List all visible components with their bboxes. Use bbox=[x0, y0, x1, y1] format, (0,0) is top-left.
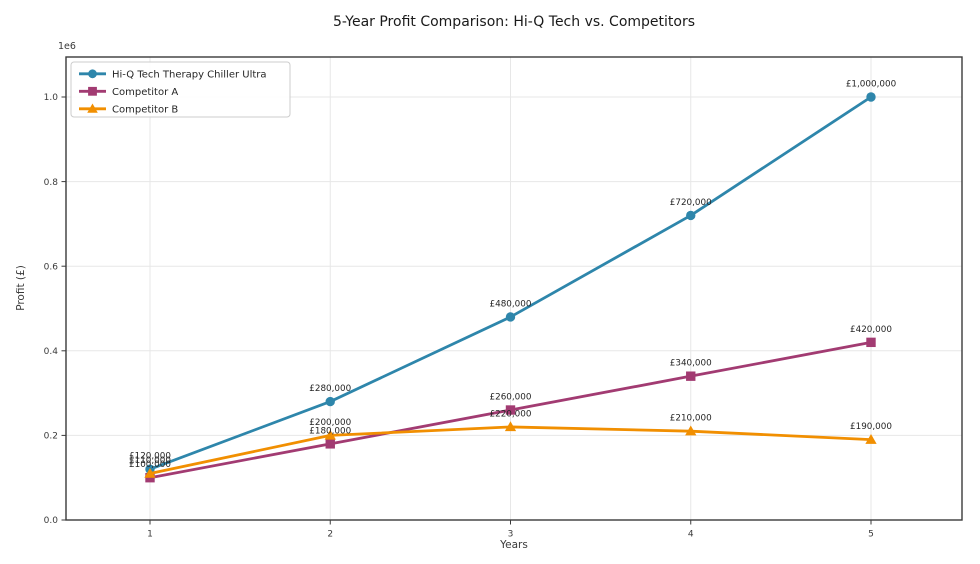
data-label: £200,000 bbox=[309, 418, 351, 428]
square-marker bbox=[505, 405, 516, 415]
x-tick-label: 5 bbox=[868, 530, 874, 540]
triangle-marker bbox=[865, 433, 877, 444]
x-tick-label: 1 bbox=[147, 530, 153, 540]
square-marker bbox=[325, 439, 335, 449]
circle-marker bbox=[866, 92, 876, 102]
data-label: £100,000 bbox=[129, 460, 171, 470]
legend-item-competitor-a: Competitor A bbox=[79, 86, 178, 98]
triangle-marker bbox=[685, 425, 697, 436]
data-label: £220,000 bbox=[490, 409, 532, 419]
legend-item-competitor-b: Competitor B bbox=[79, 103, 178, 115]
triangle-icon bbox=[87, 103, 98, 113]
circle-icon bbox=[88, 69, 97, 79]
x-tick-label: 3 bbox=[508, 530, 514, 540]
circle-marker bbox=[325, 396, 335, 407]
legend-label: Competitor B bbox=[112, 104, 178, 115]
y-tick-label: 0.6 bbox=[44, 262, 59, 272]
data-label: £1,000,000 bbox=[846, 80, 897, 90]
legend: Hi-Q Tech Therapy Chiller Ultra Competito… bbox=[70, 61, 291, 118]
data-label: £280,000 bbox=[309, 384, 351, 394]
y-axis-offset-label: 1e6 bbox=[58, 41, 76, 52]
legend-label: Hi-Q Tech Therapy Chiller Ultra bbox=[112, 69, 267, 80]
circle-marker bbox=[686, 210, 696, 221]
legend-label: Competitor A bbox=[112, 87, 178, 98]
data-label: £340,000 bbox=[670, 359, 712, 369]
data-label: £180,000 bbox=[309, 426, 351, 436]
data-labels: £120,000 £280,000 £480,000 £720,000 £1,000,0… bbox=[129, 80, 897, 471]
y-tick-label: 0.0 bbox=[44, 516, 59, 526]
x-tick-label: 4 bbox=[688, 530, 694, 540]
square-icon bbox=[88, 86, 97, 96]
series-competitor-b bbox=[144, 421, 877, 478]
y-tick-label: 0.2 bbox=[44, 432, 58, 442]
data-label: £190,000 bbox=[850, 422, 892, 432]
square-marker bbox=[866, 337, 876, 348]
data-label: £720,000 bbox=[670, 198, 712, 208]
data-label: £260,000 bbox=[490, 393, 532, 403]
triangle-marker bbox=[144, 467, 156, 478]
square-marker bbox=[686, 371, 696, 381]
x-axis-label: Years bbox=[500, 539, 528, 551]
data-label: £120,000 bbox=[129, 452, 171, 462]
axis-ticks: 0.0 0.2 0.4 0.6 0.8 1.0 1 2 3 4 5 bbox=[44, 93, 874, 539]
data-label: £480,000 bbox=[490, 299, 532, 309]
y-tick-label: 0.4 bbox=[44, 347, 59, 357]
chart-title: 5-Year Profit Comparison: Hi-Q Tech vs. … bbox=[332, 14, 696, 30]
plot-border bbox=[65, 56, 963, 521]
triangle-marker bbox=[504, 421, 517, 432]
circle-marker bbox=[505, 312, 516, 322]
data-label: £420,000 bbox=[850, 325, 892, 335]
legend-box bbox=[70, 61, 291, 118]
data-label: £210,000 bbox=[670, 414, 712, 424]
data-label: £110,000 bbox=[129, 456, 171, 466]
y-tick-label: 1.0 bbox=[44, 93, 59, 103]
x-tick-label: 2 bbox=[327, 530, 333, 540]
triangle-marker bbox=[324, 429, 336, 440]
y-tick-label: 0.8 bbox=[44, 178, 59, 188]
legend-item-hi-q-tech-therapy-chiller-ultra: Hi-Q Tech Therapy Chiller Ultra bbox=[79, 69, 267, 80]
